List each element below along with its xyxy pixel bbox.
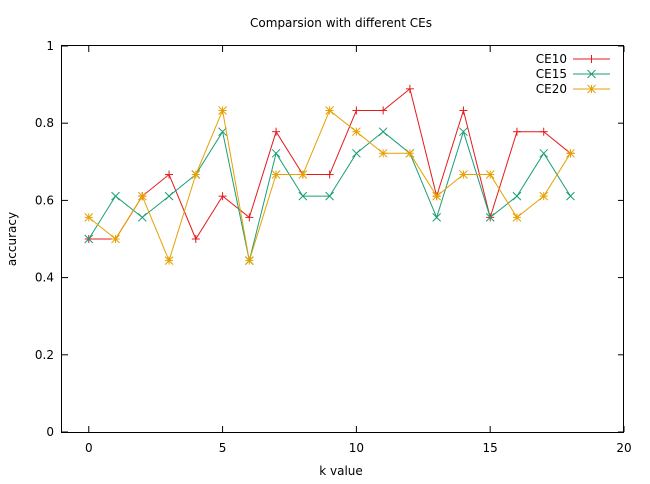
legend-label-ce20: CE20: [536, 82, 567, 96]
data-point-ce20: [271, 170, 281, 179]
data-point-ce20: [352, 127, 361, 137]
data-point-ce10: [191, 235, 200, 243]
legend-marker-ce20: [587, 84, 596, 94]
data-point-ce10: [539, 127, 548, 136]
data-point-ce15: [298, 191, 308, 201]
data-point-ce15: [352, 148, 361, 158]
data-point-ce10: [165, 170, 174, 179]
x-axis-label: k value: [319, 464, 363, 478]
data-point-ce10: [512, 127, 521, 136]
data-point-ce15: [137, 213, 147, 222]
x-tick-label: 5: [219, 441, 227, 455]
chart-title: Comparsion with different CEs: [250, 16, 432, 30]
data-point-ce10: [379, 106, 388, 115]
y-tick-label: 1: [46, 39, 54, 53]
data-point-ce20: [111, 234, 120, 244]
y-tick-label: 0.8: [35, 116, 54, 130]
data-point-ce10: [405, 84, 414, 93]
data-point-ce15: [218, 127, 227, 137]
data-point-ce20: [84, 213, 94, 222]
data-point-ce20: [298, 170, 308, 179]
legend-marker-ce15: [587, 69, 596, 79]
data-point-ce20: [325, 106, 334, 115]
data-point-ce15: [459, 127, 468, 137]
data-point-ce20: [191, 170, 201, 179]
x-tick-label: 20: [616, 441, 631, 455]
y-tick-label: 0.4: [35, 271, 54, 285]
series-layer: [84, 84, 575, 265]
data-point-ce15: [432, 213, 442, 222]
data-point-ce20: [432, 191, 442, 201]
data-point-ce10: [459, 106, 468, 115]
x-tick-label: 15: [483, 441, 498, 455]
data-point-ce15: [566, 191, 575, 201]
data-point-ce20: [164, 256, 174, 265]
legend-item-ce20: CE20: [536, 82, 610, 96]
data-point-ce15: [325, 191, 334, 201]
data-point-ce20: [137, 191, 147, 201]
series-line-ce20: [88, 108, 571, 263]
data-point-ce15: [111, 191, 120, 201]
legend-label-ce15: CE15: [536, 67, 567, 81]
data-point-ce15: [164, 191, 174, 201]
legend-item-ce10: CE10: [536, 52, 610, 66]
x-tick-label: 10: [349, 441, 364, 455]
axis-ticks: 0 5 10 15 20 0 0.2 0.4 0.6 0.8 1: [35, 39, 632, 455]
data-point-ce15: [378, 127, 388, 137]
series-ce15: [84, 127, 575, 265]
legend-marker-ce10: [587, 55, 596, 63]
data-point-ce20: [459, 170, 468, 179]
x-tick-label: 0: [85, 441, 93, 455]
data-point-ce15: [84, 234, 94, 244]
data-point-ce20: [566, 148, 575, 158]
plot-frame: [61, 45, 624, 433]
data-point-ce10: [245, 213, 254, 222]
data-point-ce10: [325, 170, 334, 179]
y-tick-label: 0: [46, 425, 54, 439]
legend-item-ce15: CE15: [536, 67, 610, 81]
y-axis-label: accuracy: [5, 212, 19, 266]
data-point-ce20: [405, 148, 415, 158]
data-point-ce20: [539, 191, 549, 201]
data-point-ce10: [272, 127, 281, 136]
data-point-ce20: [512, 213, 522, 222]
data-point-ce20: [485, 170, 495, 179]
data-point-ce10: [352, 106, 361, 115]
data-point-ce15: [539, 148, 549, 158]
data-point-ce20: [218, 106, 227, 115]
data-point-ce15: [485, 213, 495, 222]
series-ce20: [84, 106, 575, 265]
data-point-ce15: [512, 191, 522, 201]
data-point-ce15: [271, 148, 281, 158]
data-point-ce20: [378, 148, 388, 158]
data-point-ce20: [244, 256, 254, 265]
y-tick-label: 0.6: [35, 193, 54, 207]
legend-label-ce10: CE10: [536, 52, 567, 66]
y-tick-label: 0.2: [35, 348, 54, 362]
data-point-ce10: [218, 192, 227, 201]
